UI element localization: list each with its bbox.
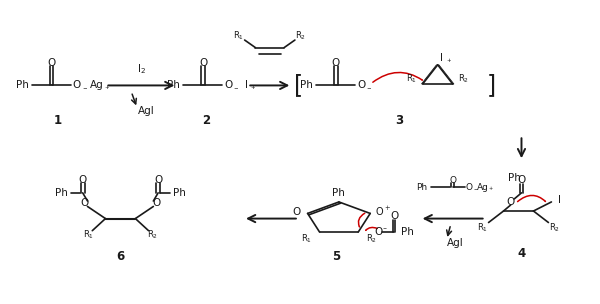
Text: $^+$: $^+$ xyxy=(487,187,494,193)
Text: 2: 2 xyxy=(202,114,210,127)
Text: R$_1$: R$_1$ xyxy=(406,72,418,85)
Text: R$_2$: R$_2$ xyxy=(458,72,469,85)
Text: I$_2$: I$_2$ xyxy=(137,62,146,76)
Text: 3: 3 xyxy=(395,114,403,127)
Text: O: O xyxy=(357,81,365,90)
FancyArrowPatch shape xyxy=(518,195,545,202)
Text: O: O xyxy=(224,81,232,90)
Text: R$_1$: R$_1$ xyxy=(83,229,94,241)
Text: $^-$: $^-$ xyxy=(365,85,373,94)
Text: 4: 4 xyxy=(517,247,526,260)
Text: R$_2$: R$_2$ xyxy=(366,233,377,245)
Text: Ph: Ph xyxy=(332,188,346,199)
Text: Ph: Ph xyxy=(508,173,521,183)
Text: R$_2$: R$_2$ xyxy=(146,229,158,241)
Text: R$_2$: R$_2$ xyxy=(295,30,307,42)
FancyArrowPatch shape xyxy=(366,227,377,230)
Text: AgI: AgI xyxy=(138,106,155,116)
Text: $^-$: $^-$ xyxy=(232,85,239,94)
Text: Ph: Ph xyxy=(167,81,180,90)
Text: $^+$: $^+$ xyxy=(103,85,110,94)
Text: AgI: AgI xyxy=(447,238,464,248)
Text: $^+$: $^+$ xyxy=(445,57,452,66)
Text: O: O xyxy=(449,176,456,185)
Text: R$_1$: R$_1$ xyxy=(233,30,244,42)
Text: O$^+$: O$^+$ xyxy=(376,205,391,218)
Text: Ph: Ph xyxy=(300,81,313,90)
Text: Ag: Ag xyxy=(476,183,488,192)
Text: O: O xyxy=(517,175,526,185)
FancyArrowPatch shape xyxy=(373,72,422,82)
Text: Ph: Ph xyxy=(16,81,29,90)
Text: $^-$: $^-$ xyxy=(81,85,88,94)
Text: O: O xyxy=(79,175,87,185)
Text: O: O xyxy=(390,211,398,221)
Text: R$_1$: R$_1$ xyxy=(477,221,488,234)
Text: I: I xyxy=(558,195,561,206)
Text: O: O xyxy=(466,183,473,192)
Text: Ag: Ag xyxy=(89,81,103,90)
Text: ]: ] xyxy=(487,74,496,97)
Text: [: [ xyxy=(294,74,304,97)
Text: O: O xyxy=(152,198,160,208)
Text: O: O xyxy=(73,81,81,90)
Text: O: O xyxy=(293,207,301,217)
Text: O: O xyxy=(80,198,89,208)
Text: O: O xyxy=(374,227,382,237)
Text: R$_1$: R$_1$ xyxy=(301,233,312,245)
Text: O: O xyxy=(47,58,56,68)
Text: I: I xyxy=(245,81,248,90)
Text: $^-$: $^-$ xyxy=(382,226,388,232)
Text: I: I xyxy=(440,53,443,63)
Text: Ph: Ph xyxy=(416,183,428,192)
FancyArrowPatch shape xyxy=(358,213,365,227)
Text: $^+$: $^+$ xyxy=(248,85,256,94)
Text: Ph: Ph xyxy=(173,188,186,198)
Text: 1: 1 xyxy=(53,114,62,127)
Text: O: O xyxy=(199,58,207,68)
Text: O: O xyxy=(154,175,162,185)
Text: 6: 6 xyxy=(116,250,125,263)
Text: O: O xyxy=(506,197,515,207)
Text: 5: 5 xyxy=(332,250,340,263)
Text: $^-$: $^-$ xyxy=(472,187,478,193)
Text: O: O xyxy=(332,58,340,68)
Text: Ph: Ph xyxy=(55,188,68,198)
Text: R$_2$: R$_2$ xyxy=(549,221,560,234)
Text: Ph: Ph xyxy=(401,227,414,237)
